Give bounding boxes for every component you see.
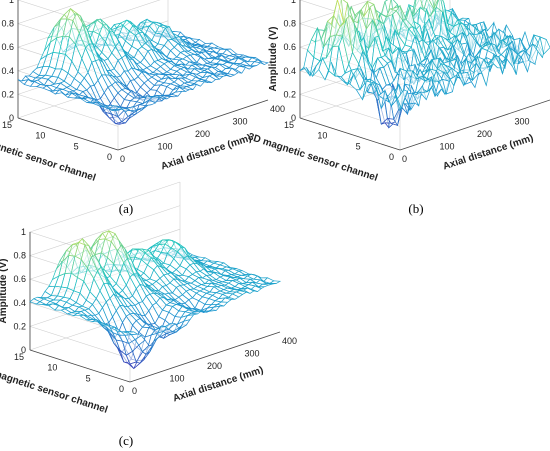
panel-caption: (b) [408,201,423,216]
x-tick-label: 0 [402,154,407,164]
z-tick-label: 0.6 [13,274,26,284]
surface-mesh [299,0,550,129]
y-axis-line [299,117,401,151]
x-tick-label: 100 [170,374,185,384]
mesh-cell [539,36,550,55]
z-tick-label: 0.4 [13,298,26,308]
z-tick-label: 0 [9,113,14,123]
y-tick-label: 15 [14,352,24,362]
y-axis-line [17,117,119,151]
y-axis-label: 3D magnetic sensor channel [247,131,380,183]
z-tick-label: 0.2 [283,89,296,99]
y-tick-label: 5 [86,373,91,383]
x-tick-label: 100 [440,142,455,152]
x-tick-label: 300 [233,117,248,127]
z-tick-label: 0.4 [1,66,14,76]
z-tick-label: 0.8 [1,19,14,29]
surface-mesh [17,8,270,125]
surface-mesh [29,230,282,370]
z-tick-label: 0.2 [1,89,14,99]
z-tick-label: 1 [9,0,14,5]
z-tick-label: 0.4 [283,66,296,76]
y-tick-label: 0 [119,384,124,394]
x-axis-line [117,99,269,151]
mesh-cell [257,59,270,66]
y-axis-line [29,349,131,383]
z-tick-label: 0.2 [13,321,26,331]
x-tick-label: 300 [245,349,260,359]
z-tick-label: 0.8 [13,251,26,261]
z-tick-label: 1 [21,227,26,237]
x-tick-label: 200 [477,129,492,139]
x-tick-label: 200 [195,129,210,139]
y-tick-label: 10 [47,363,57,373]
y-tick-label: 10 [317,131,327,141]
z-tick-label: 0 [291,113,296,123]
z-tick-label: 0.6 [1,42,14,52]
panel-caption: (a) [119,201,133,216]
y-tick-label: 15 [284,120,294,130]
y-tick-label: 5 [356,141,361,151]
z-tick-label: 1 [291,0,296,5]
z-tick-label: 0.8 [283,19,296,29]
x-tick-label: 0 [132,386,137,396]
y-tick-label: 0 [389,152,394,162]
y-tick-label: 15 [2,120,12,130]
panel-caption: (c) [119,433,133,448]
x-tick-label: 200 [207,361,222,371]
x-tick-label: 400 [282,336,297,346]
z-tick-label: 0 [21,345,26,355]
y-axis-label: 3D magnetic sensor channel [0,131,97,183]
z-tick-label: 0.6 [283,42,296,52]
z-axis-label: Amplitude (V) [268,27,279,92]
x-tick-label: 300 [515,117,530,127]
x-tick-label: 0 [120,154,125,164]
x-tick-label: 100 [158,142,173,152]
z-axis-label: Amplitude (V) [0,259,9,324]
y-tick-label: 0 [107,152,112,162]
mesh-cell [268,280,282,284]
y-tick-label: 10 [35,131,45,141]
y-tick-label: 5 [74,141,79,151]
x-tick-label: 400 [270,104,285,114]
x-axis-line [129,331,281,383]
gridline [17,0,119,33]
x-axis-line [399,99,550,151]
